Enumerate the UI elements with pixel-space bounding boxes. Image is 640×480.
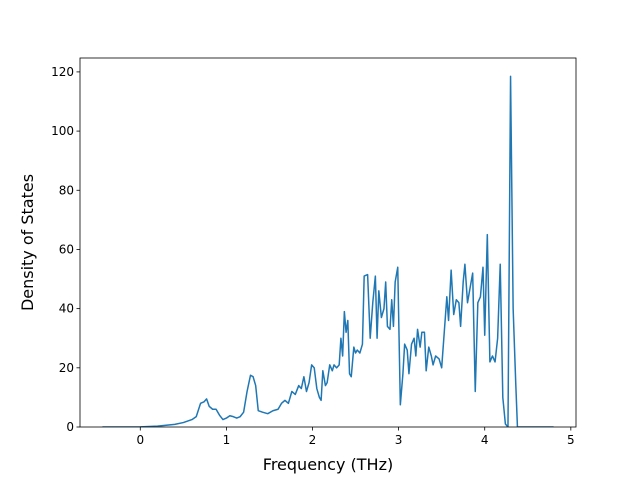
x-tick-label: 3	[395, 433, 403, 447]
x-axis-label: Frequency (THz)	[263, 455, 393, 474]
x-tick-label: 5	[567, 433, 575, 447]
data-line	[102, 75, 554, 427]
y-tick-label: 20	[59, 361, 74, 375]
x-tick-label: 1	[223, 433, 231, 447]
y-axis-label: Density of States	[18, 174, 37, 311]
plot-frame	[79, 57, 577, 428]
x-tick-label: 2	[309, 433, 317, 447]
y-tick-label: 0	[66, 420, 74, 434]
y-tick-label: 100	[51, 124, 74, 138]
y-tick-label: 120	[51, 65, 74, 79]
y-tick-label: 80	[59, 183, 74, 197]
y-tick-label: 40	[59, 302, 74, 316]
x-tick-label: 0	[136, 433, 144, 447]
x-tick-label: 4	[481, 433, 489, 447]
y-tick-label: 60	[59, 242, 74, 256]
